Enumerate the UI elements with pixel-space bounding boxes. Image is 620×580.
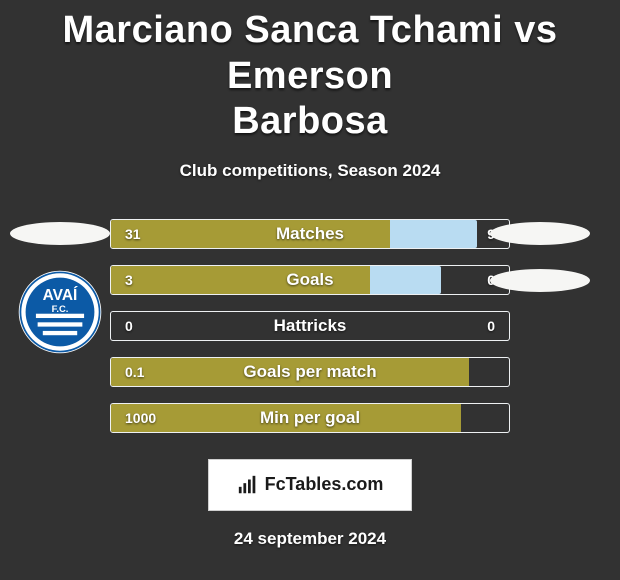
bar-left [111, 266, 370, 294]
title-line1: Marciano Sanca Tchami vs Emerson [63, 9, 558, 97]
title-line2: Barbosa [232, 100, 388, 142]
bar-mpg: 1000 Min per goal [110, 403, 510, 433]
brand-label: FcTables.com [265, 474, 384, 495]
bar-right [390, 220, 478, 248]
stat-row-hattricks: 0 Hattricks 0 [0, 303, 620, 349]
brand-box[interactable]: FcTables.com [208, 459, 412, 511]
bar-left [111, 220, 390, 248]
bar-chart-icon [237, 474, 259, 496]
stat-row-mpg: 1000 Min per goal [0, 395, 620, 441]
bar-matches: 31 Matches 9 [110, 219, 510, 249]
stats-content: 31 Matches 9 3 Goals 0 AVAÍ F.C. [0, 211, 620, 441]
subtitle: Club competitions, Season 2024 [0, 161, 620, 181]
stat-row-gpm: 0.1 Goals per match [0, 349, 620, 395]
value-left: 0 [125, 318, 133, 334]
bar-right [370, 266, 442, 294]
stat-row-matches: 31 Matches 9 [0, 211, 620, 257]
date-label: 24 september 2024 [0, 529, 620, 549]
page-title: Marciano Sanca Tchami vs Emerson Barbosa [0, 0, 620, 151]
bar-left [111, 358, 469, 386]
value-right: 0 [487, 318, 495, 334]
bar-goals: 3 Goals 0 [110, 265, 510, 295]
player2-avatar [490, 222, 590, 245]
bar-hattricks: 0 Hattricks 0 [110, 311, 510, 341]
bar-left [111, 404, 461, 432]
svg-text:AVAÍ: AVAÍ [43, 287, 78, 304]
player2-avatar-2 [490, 269, 590, 292]
stat-label: Hattricks [111, 316, 509, 336]
player1-avatar [10, 222, 110, 245]
bar-gpm: 0.1 Goals per match [110, 357, 510, 387]
